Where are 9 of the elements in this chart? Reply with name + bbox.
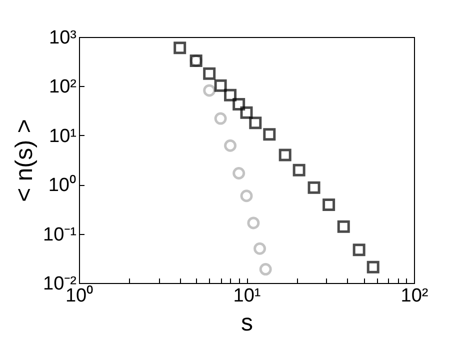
y-tick-label: 10¹ [49, 126, 76, 147]
x-axis-title: s [241, 310, 253, 336]
y-tick-label: 10⁻¹ [43, 224, 76, 246]
y-tick-label: 10² [49, 76, 76, 98]
x-tick-label: 10² [400, 286, 428, 306]
x-tick-label: 10¹ [233, 286, 261, 306]
y-axis-title: < n(s) > [11, 119, 38, 202]
y-tick-label: 10⁰ [48, 174, 76, 196]
y-tick-label: 10³ [49, 28, 76, 48]
